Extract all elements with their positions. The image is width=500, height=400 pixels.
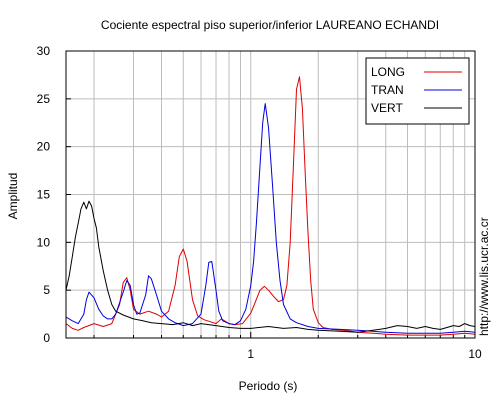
legend-label-tran: TRAN — [371, 83, 404, 97]
series-lines — [65, 76, 476, 336]
y-tick-label: 30 — [37, 44, 51, 58]
series-line-vert — [65, 200, 476, 333]
legend: LONG TRAN VERT — [365, 57, 470, 125]
y-tick-label: 20 — [37, 140, 51, 154]
y-tick-label: 5 — [43, 283, 50, 297]
x-tick-label: 1 — [247, 347, 254, 361]
x-tick-label: 10 — [468, 347, 482, 361]
y-tick-label: 15 — [37, 188, 51, 202]
y-tick-label: 0 — [43, 331, 50, 345]
chart-title: Cociente espectral piso superior/inferio… — [101, 18, 439, 32]
axis-ticks: 0 5 10 15 20 25 30 1 10 — [37, 44, 482, 361]
website-url-text: http://www.lis.ucr.ac.cr — [477, 217, 491, 336]
legend-label-long: LONG — [371, 65, 405, 79]
y-tick-label: 25 — [37, 92, 51, 106]
plot-frame — [65, 50, 476, 339]
grid-lines — [66, 51, 476, 338]
series-line-tran — [65, 103, 476, 334]
x-axis-label: Periodo (s) — [239, 379, 298, 393]
legend-box — [365, 57, 470, 125]
y-tick-label: 10 — [37, 235, 51, 249]
y-axis-label: Amplitud — [6, 173, 20, 220]
legend-label-vert: VERT — [371, 101, 403, 115]
